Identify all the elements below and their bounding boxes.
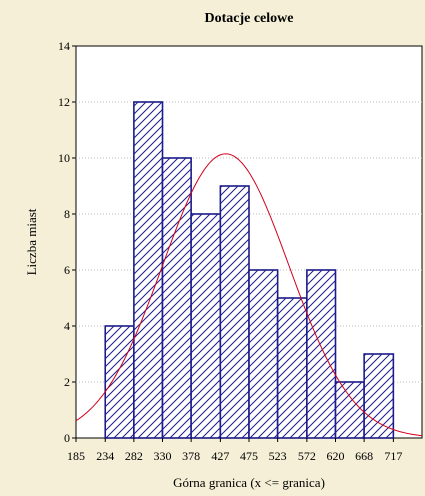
- y-tick-label: 6: [64, 263, 70, 277]
- x-tick-label: 572: [298, 449, 316, 463]
- chart-title: Dotacje celowe: [204, 11, 293, 26]
- y-tick-label: 0: [64, 431, 70, 445]
- bars: [104, 101, 395, 439]
- x-tick-label: 668: [355, 449, 373, 463]
- x-tick-label: 282: [125, 449, 143, 463]
- x-tick-label: 523: [269, 449, 287, 463]
- histogram-bar: [161, 157, 192, 439]
- x-tick-label: 620: [327, 449, 345, 463]
- x-axis-label: Górna granica (x <= granica): [173, 475, 325, 490]
- histogram-bar: [104, 325, 135, 439]
- x-tick-label: 717: [384, 449, 402, 463]
- y-axis-label: Liczba miast: [24, 208, 39, 275]
- histogram-bar: [219, 185, 250, 439]
- y-tick-label: 2: [64, 375, 70, 389]
- histogram-bar: [334, 381, 365, 439]
- x-tick-label: 378: [182, 449, 200, 463]
- histogram-bar: [276, 297, 308, 439]
- x-tick-label: 234: [96, 449, 114, 463]
- normal-distribution-curve: [76, 153, 422, 437]
- histogram-bar: [133, 101, 164, 439]
- histogram-bar: [190, 213, 222, 439]
- y-tick-label: 12: [58, 95, 70, 109]
- x-tick-label: 427: [211, 449, 229, 463]
- y-tick-label: 8: [64, 207, 70, 221]
- x-tick-label: 330: [154, 449, 172, 463]
- histogram-bar: [306, 269, 337, 439]
- y-tick-label: 14: [58, 39, 70, 53]
- x-tick-label: 475: [240, 449, 258, 463]
- y-axis-ticks: 0 2 4 6 8 10 12 14: [58, 39, 76, 445]
- histogram-bar: [248, 269, 279, 439]
- x-tick-label: 185: [67, 449, 85, 463]
- y-tick-label: 10: [58, 151, 70, 165]
- histogram-bar: [363, 353, 395, 439]
- y-tick-label: 4: [64, 319, 70, 333]
- x-axis-ticks: 185 234 282 330 378 427 475 523 572 620 668 717: [67, 438, 402, 463]
